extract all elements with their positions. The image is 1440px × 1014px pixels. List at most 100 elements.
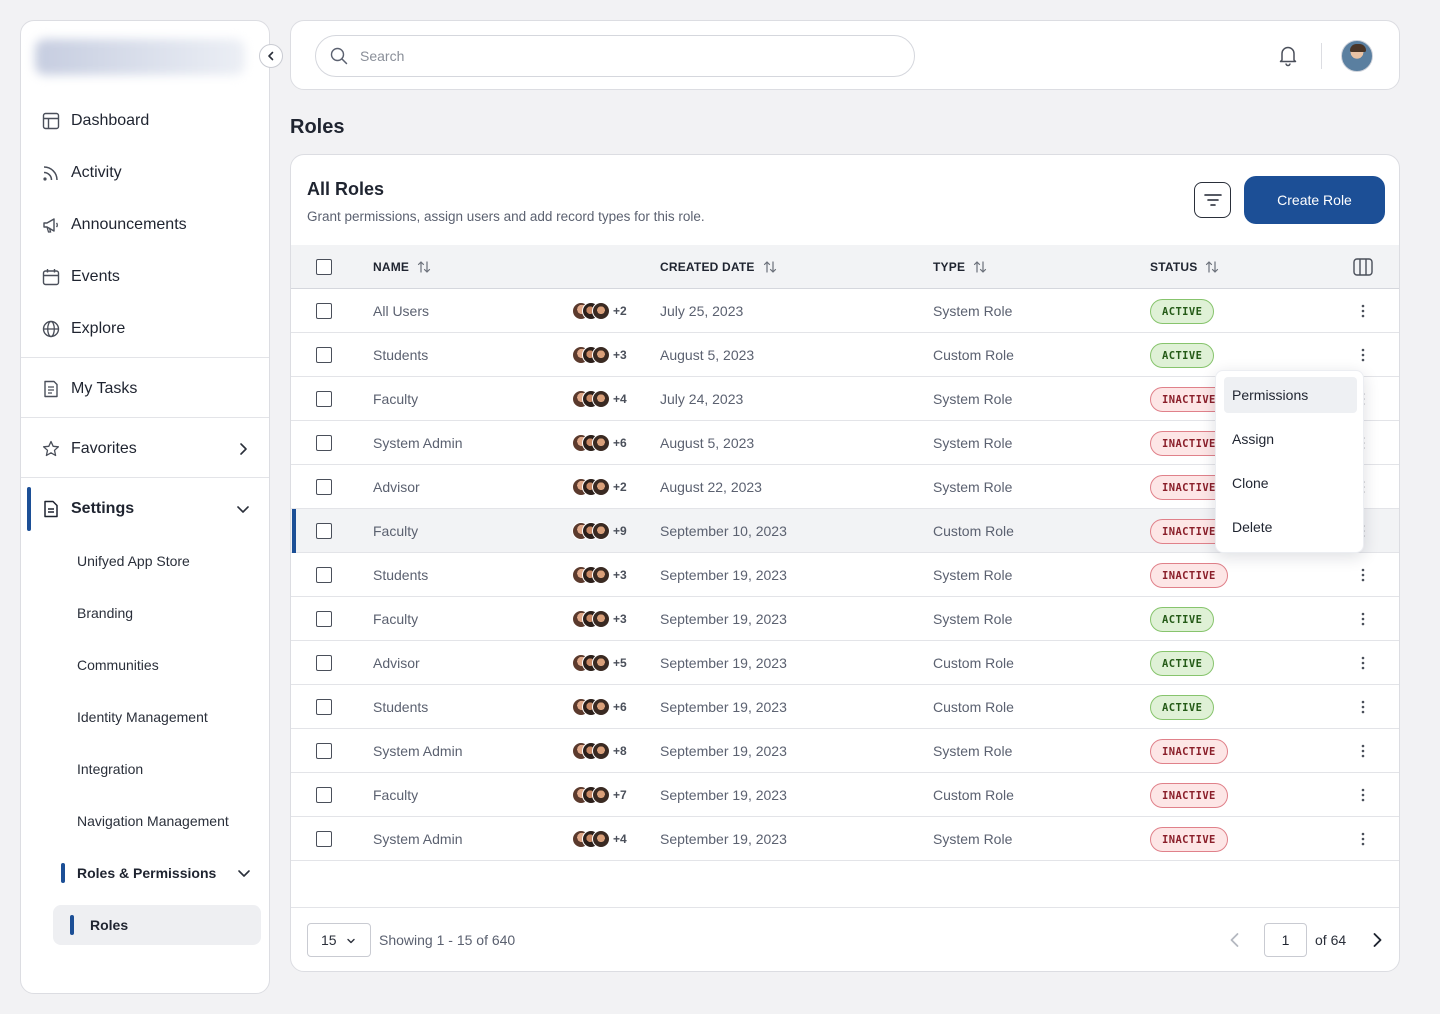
row-actions-button[interactable] [1355,303,1371,319]
column-type[interactable]: TYPE [933,245,987,289]
page-number-input[interactable] [1264,923,1307,957]
search-box[interactable] [315,35,915,77]
role-name[interactable]: All Users [373,303,430,319]
table-row[interactable]: System Admin +6 August 5, 2023 System Role I… [291,421,1399,465]
table-row[interactable]: Students +3 September 19, 2023 System Role I… [291,553,1399,597]
more-vertical-icon [1361,304,1365,318]
role-name[interactable]: Students [373,347,429,363]
sidebar-sub-communities[interactable]: Communities [77,657,159,673]
chevron-left-icon[interactable] [1225,930,1245,950]
role-name[interactable]: Advisor [373,479,420,495]
row-actions-button[interactable] [1355,699,1371,715]
divider [21,417,269,418]
role-name[interactable]: Students [373,567,429,583]
member-avatars [572,610,612,628]
row-checkbox[interactable] [316,567,332,583]
role-type: System Role [933,391,1013,407]
sidebar-sub-identity-management[interactable]: Identity Management [77,709,208,725]
sidebar-sub-integration[interactable]: Integration [77,761,144,777]
row-actions-button[interactable] [1355,787,1371,803]
row-actions-button[interactable] [1355,831,1371,847]
status-badge: ACTIVE [1150,607,1215,632]
row-checkbox[interactable] [316,611,332,627]
columns-icon[interactable] [1353,258,1373,276]
table-row[interactable]: All Users +2 July 25, 2023 System Role ACTIV… [291,289,1399,333]
row-actions-button[interactable] [1355,743,1371,759]
row-checkbox[interactable] [316,435,332,451]
bell-icon[interactable] [1276,43,1300,67]
role-name[interactable]: Faculty [373,523,419,539]
created-date: September 19, 2023 [660,655,787,671]
collapse-sidebar-button[interactable] [259,44,283,68]
row-checkbox[interactable] [316,303,332,319]
member-count: +3 [613,348,627,362]
page-size-select[interactable]: 15 [307,923,371,957]
role-name[interactable]: Faculty [373,611,419,627]
sidebar-sub-navigation-management[interactable]: Navigation Management [77,813,229,829]
more-vertical-icon [1361,832,1365,846]
menu-item-permissions[interactable]: Permissions [1224,377,1357,413]
sidebar-item-activity[interactable]: Activity [21,153,269,193]
menu-item-assign[interactable]: Assign [1232,431,1275,447]
row-checkbox[interactable] [316,523,332,539]
row-checkbox[interactable] [316,347,332,363]
column-status[interactable]: STATUS [1150,245,1219,289]
status-badge: INACTIVE [1150,563,1228,588]
row-actions-button[interactable] [1355,655,1371,671]
sidebar-item-events[interactable]: Events [21,257,269,297]
row-checkbox[interactable] [316,787,332,803]
table-row[interactable]: Faculty +7 September 19, 2023 Custom Role IN… [291,773,1399,817]
sidebar-sub-roles[interactable]: Roles [53,905,261,945]
row-checkbox[interactable] [316,655,332,671]
role-name[interactable]: Students [373,699,429,715]
menu-item-delete[interactable]: Delete [1232,519,1273,535]
row-checkbox[interactable] [316,699,332,715]
column-created-date[interactable]: CREATED DATE [660,245,777,289]
filter-button[interactable] [1194,182,1231,218]
chevron-right-icon[interactable] [1367,930,1387,950]
sidebar-item-my-tasks[interactable]: My Tasks [21,369,269,409]
sidebar-sub-unifyed-app-store[interactable]: Unifyed App Store [77,553,190,569]
column-name[interactable]: NAME [373,245,431,289]
sidebar-item-settings[interactable]: Settings [21,489,269,529]
table-row[interactable]: Faculty +3 September 19, 2023 System Role AC… [291,597,1399,641]
member-count: +3 [613,612,627,626]
search-input[interactable] [360,48,880,64]
sidebar-item-dashboard[interactable]: Dashboard [21,101,269,141]
table-row[interactable]: Students +3 August 5, 2023 Custom Role ACTIV… [291,333,1399,377]
row-actions-button[interactable] [1355,611,1371,627]
member-count: +4 [613,832,627,846]
sidebar-item-announcements[interactable]: Announcements [21,205,269,245]
row-actions-button[interactable] [1355,567,1371,583]
role-type: System Role [933,831,1013,847]
row-checkbox[interactable] [316,743,332,759]
table-row[interactable]: Faculty +9 September 10, 2023 Custom Role IN… [291,509,1399,553]
created-date: September 19, 2023 [660,699,787,715]
select-all-checkbox[interactable] [316,259,332,275]
divider [1321,43,1322,69]
role-name[interactable]: Faculty [373,391,419,407]
role-name[interactable]: Faculty [373,787,419,803]
row-actions-button[interactable] [1355,347,1371,363]
create-role-button[interactable]: Create Role [1244,176,1385,224]
row-checkbox[interactable] [316,831,332,847]
sidebar-item-explore[interactable]: Explore [21,309,269,349]
sidebar-sub-branding[interactable]: Branding [77,605,134,621]
table-row[interactable]: System Admin +4 September 19, 2023 System R… [291,817,1399,861]
role-name[interactable]: System Admin [373,831,463,847]
sidebar-item-favorites[interactable]: Favorites [21,429,269,469]
table-row[interactable]: Faculty +4 July 24, 2023 System Role INACTIV… [291,377,1399,421]
user-avatar[interactable] [1341,40,1373,72]
avatar [592,478,610,496]
table-row[interactable]: Students +6 September 19, 2023 Custom Role A… [291,685,1399,729]
row-checkbox[interactable] [316,479,332,495]
role-name[interactable]: System Admin [373,743,463,759]
table-row[interactable]: Advisor +2 August 22, 2023 System Role INACT… [291,465,1399,509]
table-row[interactable]: Advisor +5 September 19, 2023 Custom Role AC… [291,641,1399,685]
row-checkbox[interactable] [316,391,332,407]
role-name[interactable]: System Admin [373,435,463,451]
sidebar-sub-roles-permissions[interactable]: Roles & Permissions [77,855,267,891]
table-row[interactable]: System Admin +8 September 19, 2023 System R… [291,729,1399,773]
menu-item-clone[interactable]: Clone [1232,475,1269,491]
role-name[interactable]: Advisor [373,655,420,671]
